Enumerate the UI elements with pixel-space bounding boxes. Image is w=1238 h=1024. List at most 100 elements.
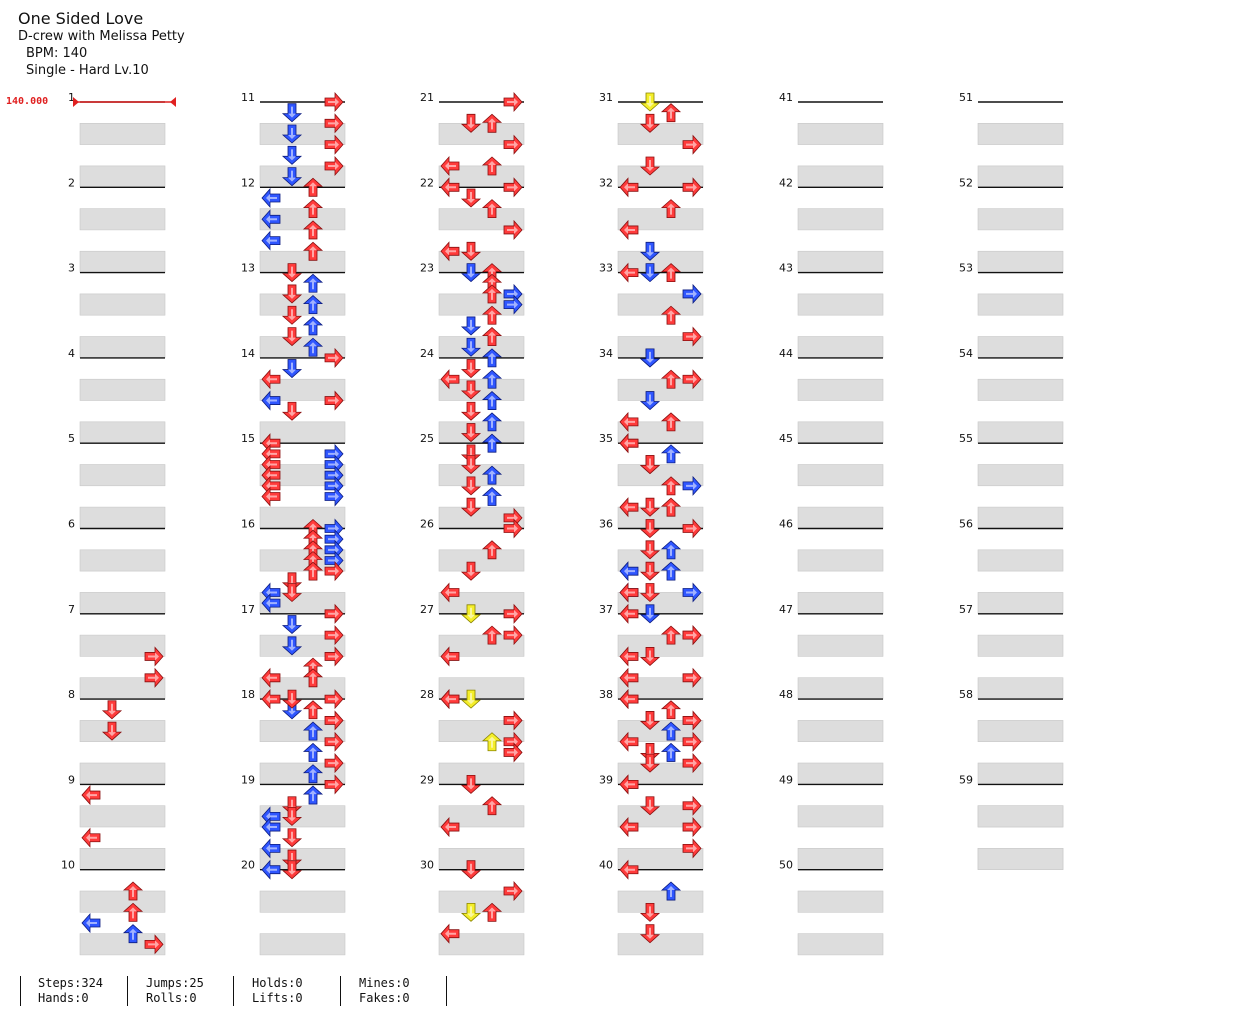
measure-band	[977, 208, 1064, 231]
up-arrow-note	[481, 412, 503, 432]
right-arrow-note	[324, 155, 344, 177]
measure-band	[438, 805, 525, 828]
up-arrow-note	[481, 156, 503, 176]
measure-band	[79, 336, 166, 359]
left-arrow-note	[619, 689, 639, 710]
down-arrow-note	[460, 316, 482, 336]
up-arrow-note	[481, 465, 503, 485]
right-arrow-note	[324, 91, 344, 113]
measure-band	[259, 123, 346, 145]
rolls-count: Rolls:0	[146, 991, 197, 1005]
right-arrow-note	[682, 795, 702, 816]
down-arrow-note	[639, 924, 661, 944]
measure-band	[79, 378, 166, 401]
right-arrow-note	[503, 742, 523, 763]
right-arrow-note	[503, 710, 523, 731]
measure-number: 35	[599, 432, 613, 445]
measure-band	[977, 506, 1064, 529]
up-arrow-note	[302, 742, 324, 762]
up-arrow-note	[302, 199, 324, 219]
measure-band	[79, 847, 166, 870]
measure-band	[797, 677, 884, 700]
left-arrow-note	[261, 209, 281, 230]
left-arrow-note	[440, 155, 460, 177]
measure-band	[438, 933, 525, 956]
up-arrow-note	[481, 327, 503, 346]
measure-band	[438, 293, 525, 316]
up-arrow-note	[481, 113, 503, 133]
measure-band	[79, 933, 166, 956]
measure-band	[617, 933, 704, 956]
down-arrow-note	[281, 636, 303, 656]
measure-band	[259, 208, 346, 231]
up-arrow-note	[302, 316, 324, 336]
measure-band	[438, 464, 525, 487]
down-arrow-note	[460, 188, 482, 208]
measure-band	[797, 250, 884, 273]
measure-band	[79, 549, 166, 572]
right-arrow-note	[682, 838, 702, 859]
left-arrow-note	[440, 646, 460, 667]
up-arrow-note	[302, 700, 324, 720]
measure-band	[617, 123, 704, 145]
up-arrow-note	[302, 220, 324, 240]
down-arrow-note	[460, 113, 482, 133]
left-arrow-note	[619, 774, 639, 795]
measure-number: 26	[420, 518, 434, 531]
left-arrow-note	[440, 177, 460, 198]
stats-col-2: Jumps:25 Rolls:0	[146, 976, 204, 1006]
right-arrow-note	[682, 582, 702, 603]
left-arrow-note	[440, 582, 460, 603]
up-arrow-note	[660, 103, 682, 123]
measure-number: 33	[599, 262, 613, 275]
measure-number: 40	[599, 859, 613, 872]
right-arrow-note	[682, 177, 702, 198]
up-arrow-note	[481, 486, 503, 506]
measure-band	[797, 336, 884, 359]
right-arrow-note	[682, 625, 702, 646]
up-arrow-note	[660, 305, 682, 325]
up-arrow-note	[660, 497, 682, 517]
right-arrow-note	[682, 667, 702, 688]
down-arrow-note	[281, 689, 303, 709]
measure-number: 7	[68, 603, 75, 616]
down-arrow-note	[639, 519, 661, 539]
up-arrow-note	[302, 721, 324, 741]
measure-band	[617, 634, 704, 657]
measure-number: 14	[241, 347, 255, 360]
measure-band	[797, 123, 884, 145]
left-arrow-note	[619, 603, 639, 624]
right-arrow-note	[682, 817, 702, 838]
measure-band	[79, 123, 166, 145]
measure-band	[79, 165, 166, 188]
down-arrow-note	[281, 828, 303, 848]
right-arrow-note	[503, 177, 523, 198]
up-arrow-note	[481, 732, 503, 752]
measure-band	[438, 336, 525, 359]
fakes-count: Fakes:0	[359, 991, 410, 1005]
down-arrow-note	[281, 284, 303, 304]
measure-number: 48	[779, 688, 793, 701]
measure-band	[797, 506, 884, 529]
song-bpm: BPM: 140	[26, 46, 88, 61]
up-arrow-note	[660, 369, 682, 389]
measure-number: 56	[959, 518, 973, 531]
up-arrow-note	[660, 199, 682, 219]
measure-band	[79, 805, 166, 828]
left-arrow-note	[261, 369, 281, 390]
down-arrow-note	[281, 806, 303, 826]
up-arrow-note	[302, 668, 324, 688]
down-arrow-note	[460, 337, 482, 357]
jumps-count: Jumps:25	[146, 976, 204, 990]
measure-band	[79, 293, 166, 316]
up-arrow-note	[660, 881, 682, 901]
down-arrow-note	[460, 860, 482, 880]
measure-band	[797, 933, 884, 956]
up-arrow-note	[481, 796, 503, 816]
measure-number: 43	[779, 262, 793, 275]
measure-number: 15	[241, 432, 255, 445]
left-arrow-note	[619, 219, 639, 241]
measure-band	[977, 293, 1064, 316]
measure-band	[259, 250, 346, 273]
measure-number: 11	[241, 91, 255, 104]
